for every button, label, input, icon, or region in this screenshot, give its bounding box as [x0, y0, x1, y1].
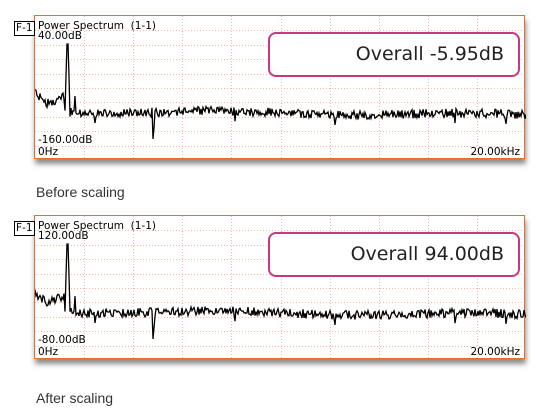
x-axis-end-label: 20.00kHz	[470, 346, 520, 358]
function-badge: F-1	[14, 21, 35, 36]
spectrum-trace-line	[35, 243, 526, 340]
x-axis-start-label: 0Hz	[38, 146, 59, 158]
panel-title: Power Spectrum (1-1)	[38, 20, 156, 32]
spectrum-panel-before: F-1 Power Spectrum (1-1) 40.00dB -160.00…	[14, 15, 526, 159]
spectrum-trace	[35, 243, 526, 340]
panel-title: Power Spectrum (1-1)	[38, 220, 156, 232]
spectrum-trace-line	[35, 43, 526, 140]
y-axis-top-label: 40.00dB	[38, 30, 82, 42]
spectrum-trace	[35, 43, 526, 140]
grid-lines	[35, 216, 524, 358]
caption-before-scaling: Before scaling	[36, 184, 125, 200]
y-axis-bottom-label: -80.00dB	[38, 334, 86, 346]
function-badge: F-1	[14, 221, 35, 236]
y-axis-top-label: 120.00dB	[38, 230, 89, 242]
overall-value-box: Overall -5.95dB	[268, 32, 520, 77]
x-axis-end-label: 20.00kHz	[470, 146, 520, 158]
spectrum-panel-after: F-1 Power Spectrum (1-1) 120.00dB -80.00…	[14, 215, 526, 359]
caption-after-scaling: After scaling	[36, 390, 114, 406]
overall-value-box: Overall 94.00dB	[268, 232, 520, 277]
x-axis-start-label: 0Hz	[38, 346, 59, 358]
y-axis-bottom-label: -160.00dB	[38, 134, 93, 146]
